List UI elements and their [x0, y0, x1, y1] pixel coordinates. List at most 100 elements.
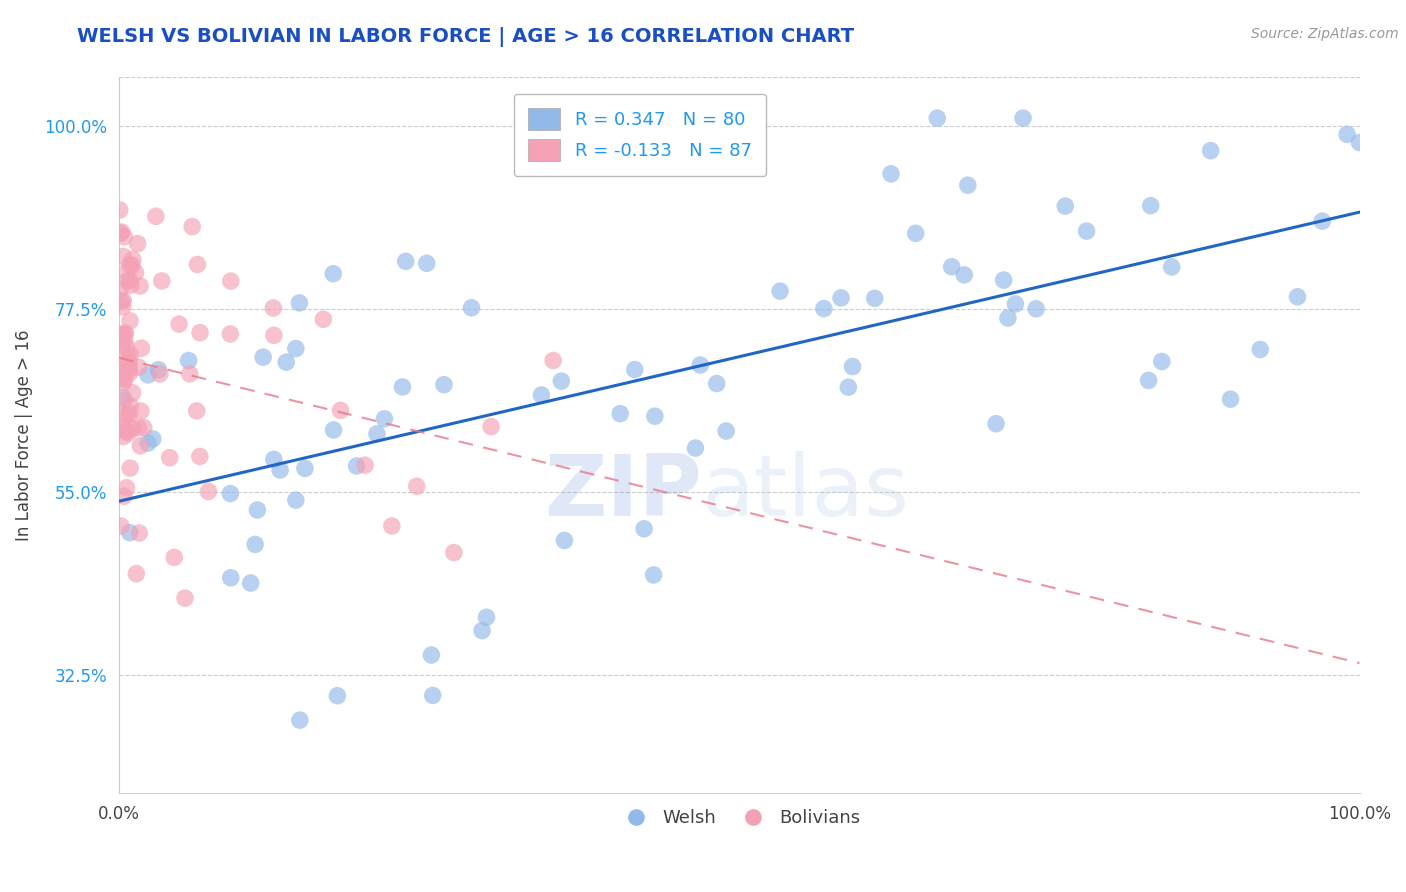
Point: [112, 393, 135, 408]
Point: [243, 537, 266, 551]
Point: [122, 252, 145, 267]
Point: [415, 256, 437, 270]
Point: [714, 424, 737, 438]
Point: [111, 225, 134, 239]
Point: [863, 291, 886, 305]
Point: [117, 425, 139, 440]
Point: [329, 403, 352, 417]
Point: [114, 408, 136, 422]
Point: [420, 648, 443, 662]
Point: [110, 519, 132, 533]
Point: [112, 420, 135, 434]
Point: [284, 493, 307, 508]
Point: [121, 421, 143, 435]
Point: [124, 266, 146, 280]
Point: [121, 385, 143, 400]
Point: [706, 376, 728, 391]
Point: [1004, 297, 1026, 311]
Point: [837, 380, 859, 394]
Point: [112, 229, 135, 244]
Point: [118, 366, 141, 380]
Point: [131, 341, 153, 355]
Point: [941, 260, 963, 274]
Point: [114, 372, 136, 386]
Point: [115, 481, 138, 495]
Point: [115, 408, 138, 422]
Point: [1310, 214, 1333, 228]
Point: [830, 291, 852, 305]
Point: [110, 226, 132, 240]
Point: [127, 421, 149, 435]
Point: [181, 219, 204, 234]
Point: [322, 423, 344, 437]
Point: [186, 257, 208, 271]
Point: [129, 404, 152, 418]
Point: [110, 293, 132, 308]
Point: [115, 340, 138, 354]
Point: [1054, 199, 1077, 213]
Point: [128, 526, 150, 541]
Y-axis label: In Labor Force | Age > 16: In Labor Force | Age > 16: [15, 330, 32, 541]
Point: [118, 525, 141, 540]
Point: [120, 278, 142, 293]
Point: [813, 301, 835, 316]
Point: [188, 326, 211, 340]
Point: [219, 274, 242, 288]
Point: [188, 450, 211, 464]
Point: [142, 432, 165, 446]
Point: [395, 254, 418, 268]
Point: [112, 489, 135, 503]
Point: [460, 301, 482, 315]
Point: [1219, 392, 1241, 407]
Point: [373, 411, 395, 425]
Point: [685, 441, 707, 455]
Point: [312, 312, 335, 326]
Point: [1150, 354, 1173, 368]
Point: [294, 461, 316, 475]
Point: [118, 258, 141, 272]
Point: [112, 376, 135, 390]
Point: [997, 310, 1019, 325]
Point: [263, 452, 285, 467]
Point: [117, 351, 139, 365]
Point: [118, 362, 141, 376]
Text: Source: ZipAtlas.com: Source: ZipAtlas.com: [1251, 27, 1399, 41]
Point: [471, 624, 494, 638]
Point: [745, 111, 768, 125]
Point: [115, 425, 138, 439]
Point: [391, 380, 413, 394]
Point: [381, 519, 404, 533]
Point: [121, 258, 143, 272]
Point: [443, 545, 465, 559]
Point: [1348, 136, 1371, 150]
Point: [136, 436, 159, 450]
Point: [118, 407, 141, 421]
Point: [1025, 301, 1047, 316]
Point: [148, 363, 170, 377]
Point: [127, 236, 149, 251]
Point: [433, 377, 456, 392]
Point: [1137, 374, 1160, 388]
Point: [219, 326, 242, 341]
Point: [1160, 260, 1182, 274]
Text: WELSH VS BOLIVIAN IN LABOR FORCE | AGE > 16 CORRELATION CHART: WELSH VS BOLIVIAN IN LABOR FORCE | AGE >…: [77, 27, 855, 46]
Point: [117, 353, 139, 368]
Point: [120, 399, 142, 413]
Point: [149, 367, 172, 381]
Point: [346, 458, 368, 473]
Point: [956, 178, 979, 193]
Point: [405, 479, 427, 493]
Point: [114, 334, 136, 349]
Point: [112, 429, 135, 443]
Point: [269, 463, 291, 477]
Point: [553, 533, 575, 548]
Point: [769, 284, 792, 298]
Point: [841, 359, 863, 374]
Point: [366, 426, 388, 441]
Point: [927, 111, 949, 125]
Point: [112, 293, 135, 308]
Point: [1199, 144, 1222, 158]
Point: [246, 503, 269, 517]
Point: [129, 439, 152, 453]
Point: [120, 348, 142, 362]
